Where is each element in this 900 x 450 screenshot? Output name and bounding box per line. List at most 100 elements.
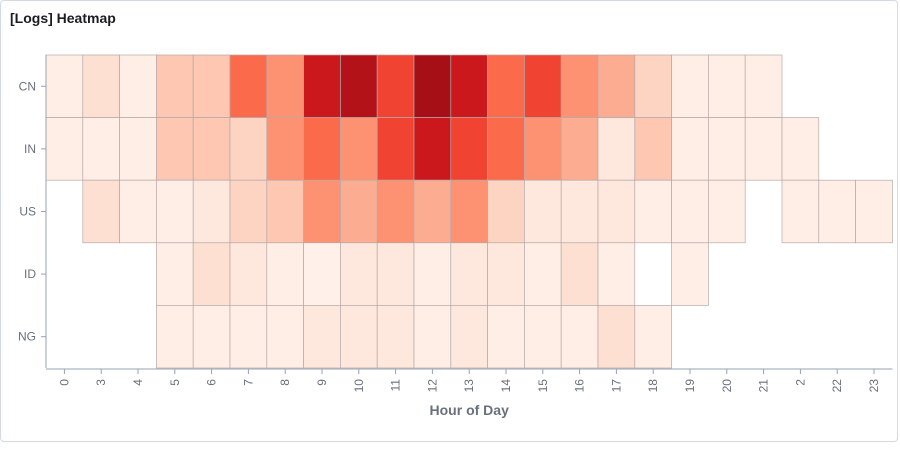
heatmap-cell-IN-0[interactable] [45, 117, 84, 181]
heatmap-cell-US-2[interactable] [781, 179, 820, 244]
heatmap-cell-US-7[interactable] [229, 179, 268, 244]
heatmap-cell-NG-10[interactable] [340, 305, 378, 369]
heatmap-cell-US-16[interactable] [560, 179, 599, 244]
heatmap-cell-IN-10[interactable] [340, 117, 378, 181]
x-tick-label-6: 6 [205, 379, 219, 386]
heatmap-cell-IN-4[interactable] [119, 117, 157, 181]
heatmap-cell-IN-6[interactable] [192, 117, 231, 181]
heatmap-cell-NG-5[interactable] [156, 305, 194, 369]
heatmap-cell-US-8[interactable] [266, 179, 304, 244]
heatmap-cell-IN-5[interactable] [156, 117, 194, 181]
heatmap-cell-IN-20[interactable] [708, 117, 746, 181]
heatmap-cell-NG-16[interactable] [560, 305, 599, 369]
heatmap-cell-CN-9[interactable] [303, 54, 341, 118]
heatmap-cell-ID-13[interactable] [450, 242, 488, 306]
heatmap-cell-CN-18[interactable] [634, 54, 672, 118]
heatmap-cell-ID-6[interactable] [192, 242, 231, 306]
heatmap-cell-CN-7[interactable] [229, 54, 268, 118]
heatmap-cell-US-22[interactable] [818, 179, 856, 244]
heatmap-cell-IN-19[interactable] [671, 117, 709, 181]
heatmap-cell-CN-15[interactable] [524, 54, 562, 118]
heatmap-cell-CN-0[interactable] [45, 54, 84, 118]
heatmap-cell-NG-7[interactable] [229, 305, 268, 369]
heatmap-cell-NG-15[interactable] [524, 305, 562, 369]
x-tick-label-22: 22 [830, 379, 844, 393]
heatmap-cell-US-19[interactable] [671, 179, 709, 244]
heatmap-cell-CN-14[interactable] [487, 54, 525, 118]
heatmap-cell-IN-18[interactable] [634, 117, 672, 181]
heatmap-cell-NG-6[interactable] [192, 305, 231, 369]
heatmap-cell-CN-8[interactable] [266, 54, 304, 118]
heatmap-cell-ID-17[interactable] [597, 242, 636, 306]
heatmap-cell-NG-9[interactable] [303, 305, 341, 369]
heatmap-cell-IN-21[interactable] [744, 117, 783, 181]
heatmap-cell-IN-2[interactable] [781, 117, 820, 181]
x-tick-label-0: 0 [57, 379, 71, 386]
heatmap-cell-US-13[interactable] [450, 179, 488, 244]
heatmap-cell-CN-11[interactable] [376, 54, 415, 118]
heatmap-cell-ID-5[interactable] [156, 242, 194, 306]
heatmap-cell-US-6[interactable] [192, 179, 231, 244]
heatmap-cell-CN-4[interactable] [119, 54, 157, 118]
heatmap-cell-US-9[interactable] [303, 179, 341, 244]
heatmap-cell-IN-14[interactable] [487, 117, 525, 181]
x-tick-label-20: 20 [720, 379, 734, 393]
x-tick-label-8: 8 [278, 379, 292, 386]
heatmap-cell-IN-9[interactable] [303, 117, 341, 181]
heatmap-cell-ID-16[interactable] [560, 242, 599, 306]
heatmap-cell-NG-11[interactable] [376, 305, 415, 369]
heatmap-cell-IN-7[interactable] [229, 117, 268, 181]
heatmap-cell-CN-13[interactable] [450, 54, 488, 118]
heatmap-cell-NG-8[interactable] [266, 305, 304, 369]
heatmap-cell-CN-17[interactable] [597, 54, 636, 118]
heatmap-cell-ID-11[interactable] [376, 242, 415, 306]
heatmap-cell-ID-12[interactable] [413, 242, 452, 306]
heatmap-cell-US-10[interactable] [340, 179, 378, 244]
heatmap-cell-US-14[interactable] [487, 179, 525, 244]
heatmap-cell-ID-19[interactable] [671, 242, 709, 306]
heatmap-cell-NG-13[interactable] [450, 305, 488, 369]
y-tick-label-CN: CN [19, 79, 36, 93]
heatmap-cell-US-15[interactable] [524, 179, 562, 244]
y-tick-label-IN: IN [24, 142, 36, 156]
heatmap-cell-NG-14[interactable] [487, 305, 525, 369]
heatmap-cell-IN-15[interactable] [524, 117, 562, 181]
heatmap-cell-CN-16[interactable] [560, 54, 599, 118]
x-tick-label-9: 9 [315, 379, 329, 386]
heatmap-cell-US-17[interactable] [597, 179, 636, 244]
heatmap-cell-IN-12[interactable] [413, 117, 452, 181]
heatmap-cell-IN-11[interactable] [376, 117, 415, 181]
heatmap-cell-IN-3[interactable] [82, 117, 120, 181]
heatmap-cell-CN-20[interactable] [708, 54, 746, 118]
heatmap-cell-US-11[interactable] [376, 179, 415, 244]
heatmap-cell-US-12[interactable] [413, 179, 452, 244]
heatmap-cell-US-5[interactable] [156, 179, 194, 244]
heatmap-cell-CN-12[interactable] [413, 54, 452, 118]
panel-title: [Logs] Heatmap [10, 10, 116, 26]
heatmap-cell-ID-9[interactable] [303, 242, 341, 306]
heatmap-cell-CN-5[interactable] [156, 54, 194, 118]
heatmap-cell-US-20[interactable] [708, 179, 746, 244]
heatmap-cell-CN-3[interactable] [82, 54, 120, 118]
heatmap-cell-NG-12[interactable] [413, 305, 452, 369]
heatmap-cell-ID-14[interactable] [487, 242, 525, 306]
heatmap-cell-ID-8[interactable] [266, 242, 304, 306]
heatmap-cell-CN-10[interactable] [340, 54, 378, 118]
heatmap-cell-CN-6[interactable] [192, 54, 231, 118]
heatmap-cell-US-18[interactable] [634, 179, 672, 244]
heatmap-cell-US-4[interactable] [119, 179, 157, 244]
heatmap-cell-US-3[interactable] [82, 179, 120, 244]
heatmap-cell-ID-15[interactable] [524, 242, 562, 306]
heatmap-cell-ID-10[interactable] [340, 242, 378, 306]
heatmap-cell-IN-13[interactable] [450, 117, 488, 181]
heatmap-cell-ID-7[interactable] [229, 242, 268, 306]
heatmap-cell-NG-18[interactable] [634, 305, 672, 369]
heatmap-cell-CN-19[interactable] [671, 54, 709, 118]
heatmap-cell-US-23[interactable] [855, 179, 893, 244]
heatmap-cell-IN-17[interactable] [597, 117, 636, 181]
heatmap-cell-IN-16[interactable] [560, 117, 599, 181]
heatmap-cell-CN-21[interactable] [744, 54, 783, 118]
heatmap-cell-NG-17[interactable] [597, 305, 636, 369]
heatmap-cell-IN-8[interactable] [266, 117, 304, 181]
